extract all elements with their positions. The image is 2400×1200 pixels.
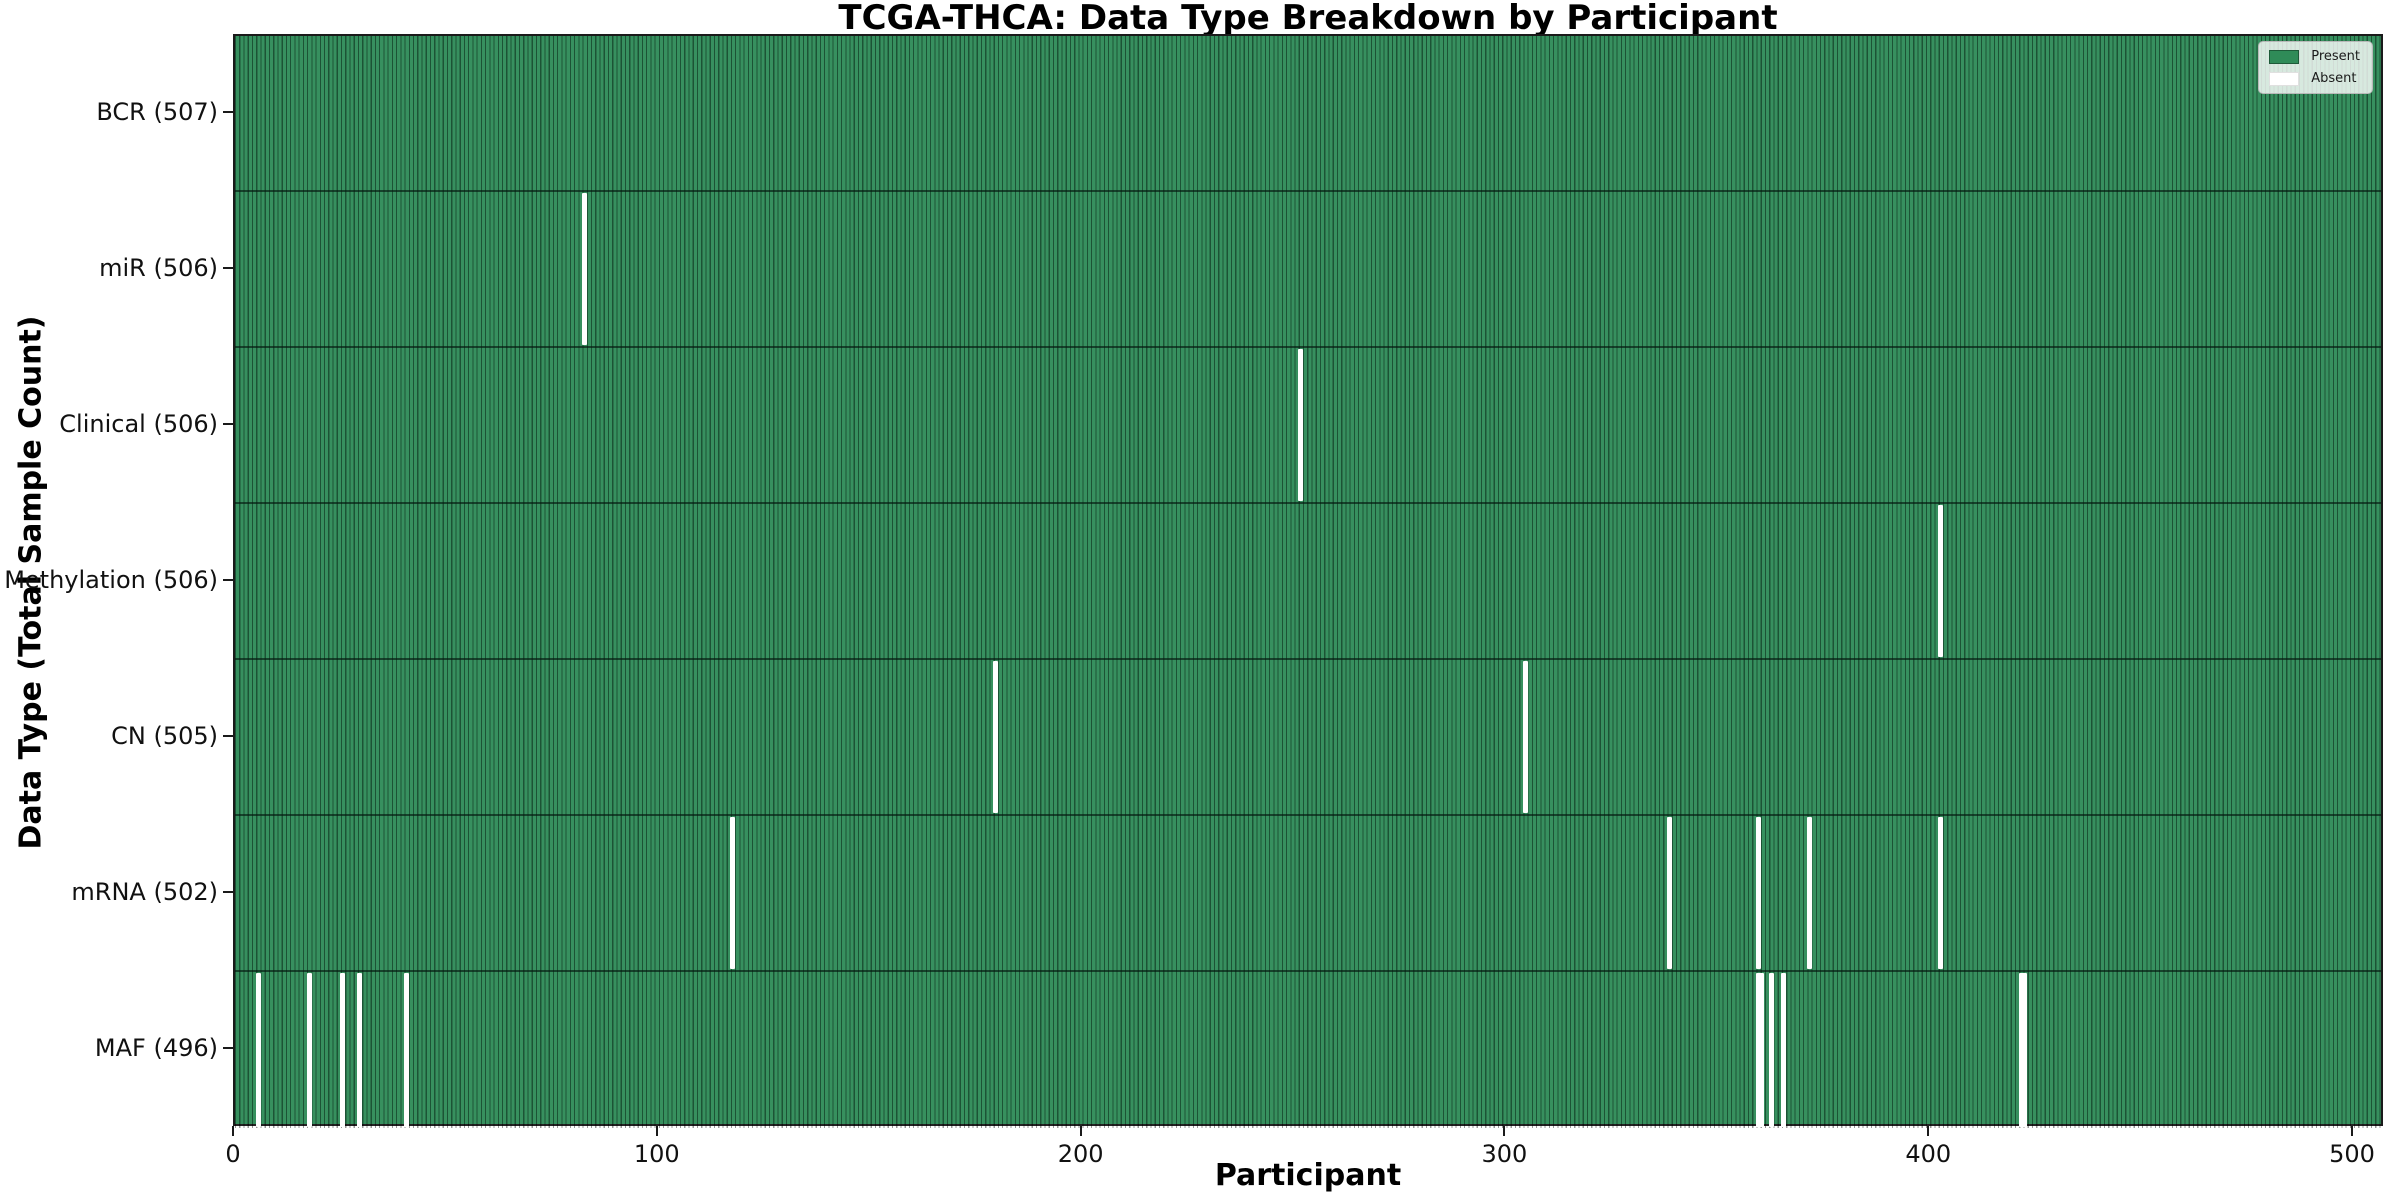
x-tick-label-100: 100 [633, 1140, 680, 1168]
absent-gap [255, 973, 261, 1127]
legend: Present Absent [2258, 41, 2373, 94]
data-row-miR [235, 192, 2381, 348]
x-tick [1927, 1126, 1930, 1136]
absent-gap [1666, 817, 1672, 969]
legend-entry-absent: Absent [2269, 71, 2360, 86]
absent-gap [1755, 817, 1761, 969]
y-tick-label-BCR: BCR (507) [96, 98, 218, 126]
y-tick [223, 423, 233, 425]
x-tick-label-200: 200 [1057, 1140, 1104, 1168]
plot-area: Present Absent [233, 34, 2383, 1128]
x-tick [2351, 1126, 2354, 1136]
x-tick-label-400: 400 [1905, 1140, 1952, 1168]
y-tick-label-miR: miR (506) [99, 254, 218, 282]
absent-gap [357, 973, 363, 1127]
legend-entry-present: Present [2269, 49, 2360, 64]
absent-gap [1298, 349, 1304, 501]
y-tick [223, 579, 233, 581]
y-tick [223, 1047, 233, 1049]
data-row-Clinical [235, 348, 2381, 504]
x-tick-label-300: 300 [1481, 1140, 1528, 1168]
absent-gap [1768, 973, 1774, 1127]
y-tick [223, 891, 233, 893]
legend-absent-label: Absent [2311, 71, 2357, 86]
data-row-CN [235, 660, 2381, 816]
absent-gap [404, 973, 410, 1127]
y-tick-label-CN: CN (505) [111, 722, 218, 750]
absent-gap [1806, 817, 1812, 969]
x-tick-label-0: 0 [225, 1140, 241, 1168]
data-row-MAF [235, 972, 2381, 1128]
y-tick [223, 111, 233, 113]
absent-gap [1755, 973, 1765, 1127]
legend-present-label: Present [2311, 49, 2360, 64]
chart-title: TCGA-THCA: Data Type Breakdown by Partic… [838, 0, 1778, 38]
x-tick [1503, 1126, 1506, 1136]
y-tick-label-MAF: MAF (496) [94, 1034, 218, 1062]
y-tick-label-Methylation: Methylation (506) [4, 566, 218, 594]
absent-gap [993, 661, 999, 813]
absent-gap [1522, 661, 1528, 813]
legend-absent-swatch-icon [2269, 71, 2300, 86]
absent-gap [1781, 973, 1787, 1127]
x-tick [1079, 1126, 1082, 1136]
legend-present-swatch-icon [2269, 49, 2300, 64]
data-row-mRNA [235, 816, 2381, 972]
absent-gap [1938, 505, 1944, 657]
absent-gap [306, 973, 312, 1127]
data-row-BCR [235, 36, 2381, 192]
absent-gap [340, 973, 346, 1127]
y-tick [223, 267, 233, 269]
absent-gap [2018, 973, 2028, 1127]
absent-gap [730, 817, 736, 969]
x-axis-label: Participant [1214, 1158, 1402, 1193]
data-row-Methylation [235, 504, 2381, 660]
absent-gap [582, 193, 588, 345]
x-tick-label-500: 500 [2329, 1140, 2375, 1168]
y-tick-label-Clinical: Clinical (506) [59, 410, 218, 438]
absent-gap [1938, 817, 1944, 969]
y-tick [223, 735, 233, 737]
x-tick [655, 1126, 658, 1136]
x-tick [232, 1126, 234, 1136]
y-tick-label-mRNA: mRNA (502) [71, 878, 218, 906]
